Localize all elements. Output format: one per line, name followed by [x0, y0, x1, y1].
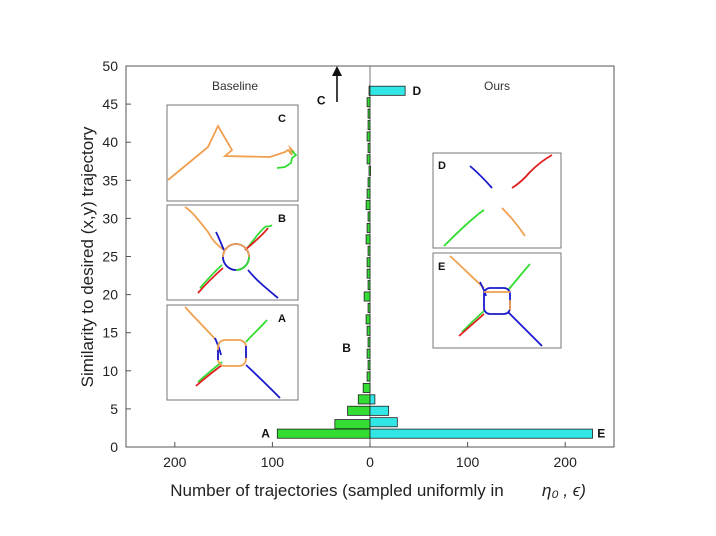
inset-e-blue-trajectory: [479, 281, 543, 347]
baseline-bar-22: [367, 177, 371, 188]
inset-e-label: E: [438, 261, 445, 273]
ticks-layer: 200 100 0 100 200 0 5 10 15 20 25 30 35 40 45 50: [102, 58, 577, 470]
baseline-bar-9: [366, 325, 371, 336]
baseline-bar-12: [363, 291, 371, 302]
baseline-bar-1: [334, 419, 371, 430]
inset-c-green-trajectory: [276, 150, 298, 169]
y-tick-label-5: 25: [102, 249, 118, 265]
baseline-bar-13: [367, 280, 371, 291]
bars-layer: [276, 85, 593, 439]
inset-e-red-trajectory: [458, 313, 485, 337]
inset-b-loop-overlay-green: [235, 256, 250, 271]
inset-c-label: C: [278, 113, 286, 125]
baseline-bar-26: [366, 131, 371, 142]
up-arrow: [332, 66, 342, 102]
inset-d-blue-trajectory: [469, 165, 493, 189]
y-tick-label-4: 20: [102, 287, 118, 303]
inset-a-orange-trajectory: [184, 306, 217, 341]
inset-e-loop-overlay: [484, 291, 511, 310]
baseline-bar-4: [362, 382, 371, 393]
baseline-bar-17: [365, 234, 371, 245]
x-tick-label-4: 200: [554, 454, 578, 470]
x-axis-label: Number of trajectories (sampled uniforml…: [170, 481, 504, 500]
x-tick-label-0: 200: [163, 454, 187, 470]
annotations-layer: A E B C D: [261, 84, 605, 441]
inset-b-red-trajectory: [197, 227, 269, 294]
inset-a: A: [166, 304, 299, 401]
inset-c: C: [166, 104, 299, 202]
inset-b-green-lower-trajectory: [199, 264, 223, 289]
baseline-bar-14: [366, 268, 371, 279]
inset-a-green-upper-trajectory: [245, 319, 268, 343]
inset-d-orange-trajectory: [501, 207, 526, 237]
bar-annotation-d: D: [413, 84, 422, 98]
bar-annotation-a: A: [261, 427, 270, 441]
inset-b: B: [166, 204, 299, 301]
baseline-bar-19: [367, 211, 371, 222]
y-tick-label-6: 30: [102, 210, 118, 226]
inset-a-red-trajectory: [195, 364, 223, 387]
x-tick-label-2: 0: [366, 454, 374, 470]
bar-annotation-b: B: [342, 341, 351, 355]
y-tick-label-0: 0: [110, 439, 118, 455]
inset-b-loop-overlay: [222, 243, 250, 258]
y-tick-label-10: 50: [102, 58, 118, 74]
baseline-bar-15: [366, 257, 371, 268]
inset-e-green-upper-trajectory: [507, 263, 531, 291]
baseline-bar-0: [276, 428, 371, 439]
inset-b-blue-trajectory: [215, 231, 279, 299]
inset-e: E: [432, 252, 562, 349]
inset-d-label: D: [438, 160, 446, 172]
bar-annotation-c: C: [317, 93, 326, 107]
baseline-bar-7: [366, 348, 371, 359]
baseline-bar-10: [365, 314, 371, 325]
y-tick-label-7: 35: [102, 172, 118, 188]
inset-b-label: B: [278, 213, 286, 225]
panel-title-baseline: Baseline: [212, 79, 258, 93]
y-tick-label-9: 45: [102, 96, 118, 112]
y-tick-label-2: 10: [102, 363, 118, 379]
baseline-bar-21: [366, 188, 371, 199]
baseline-bar-28: [367, 108, 371, 119]
ours-bar-0: [369, 428, 593, 439]
inset-d-green-trajectory: [443, 209, 485, 247]
baseline-bar-16: [367, 245, 371, 256]
baseline-bar-23: [368, 165, 371, 176]
y-tick-label-8: 40: [102, 134, 118, 150]
inset-a-loop-overlay: [217, 346, 247, 360]
inset-b-green-upper-trajectory: [247, 224, 273, 248]
inset-b-orange-trajectory: [184, 206, 225, 251]
inset-a-label: A: [278, 313, 286, 325]
ours-bar-3: [369, 394, 376, 405]
x-tick-label-1: 100: [261, 454, 285, 470]
inset-c-orange-trajectory: [167, 124, 295, 181]
baseline-bar-3: [357, 394, 371, 405]
baseline-bar-8: [367, 337, 371, 348]
y-tick-label-1: 5: [110, 401, 118, 417]
inset-d-red-trajectory: [511, 154, 553, 189]
bar-annotation-e: E: [597, 427, 605, 441]
baseline-bar-18: [366, 222, 371, 233]
ours-bar-1: [369, 417, 398, 428]
ours-bar-2: [369, 405, 389, 416]
ours-bar-4: [369, 85, 406, 96]
baseline-bar-6: [367, 360, 371, 371]
baseline-bar-27: [367, 120, 371, 131]
baseline-bar-5: [366, 371, 371, 382]
baseline-bar-24: [366, 154, 371, 165]
baseline-bar-11: [367, 302, 371, 313]
inset-e-green-lower-trajectory: [461, 310, 485, 333]
panel-title-ours: Ours: [484, 79, 510, 93]
baseline-bar-25: [367, 142, 371, 153]
baseline-bar-20: [365, 200, 371, 211]
baseline-bar-2: [347, 405, 371, 416]
baseline-bar-29: [366, 97, 371, 108]
y-tick-label-3: 15: [102, 325, 118, 341]
x-axis-label-math: η₀ , ϵ): [542, 481, 586, 500]
x-tick-label-3: 100: [456, 454, 480, 470]
inset-d: D: [432, 152, 562, 249]
y-axis-label: Similarity to desired (x,y) trajectory: [78, 126, 97, 387]
